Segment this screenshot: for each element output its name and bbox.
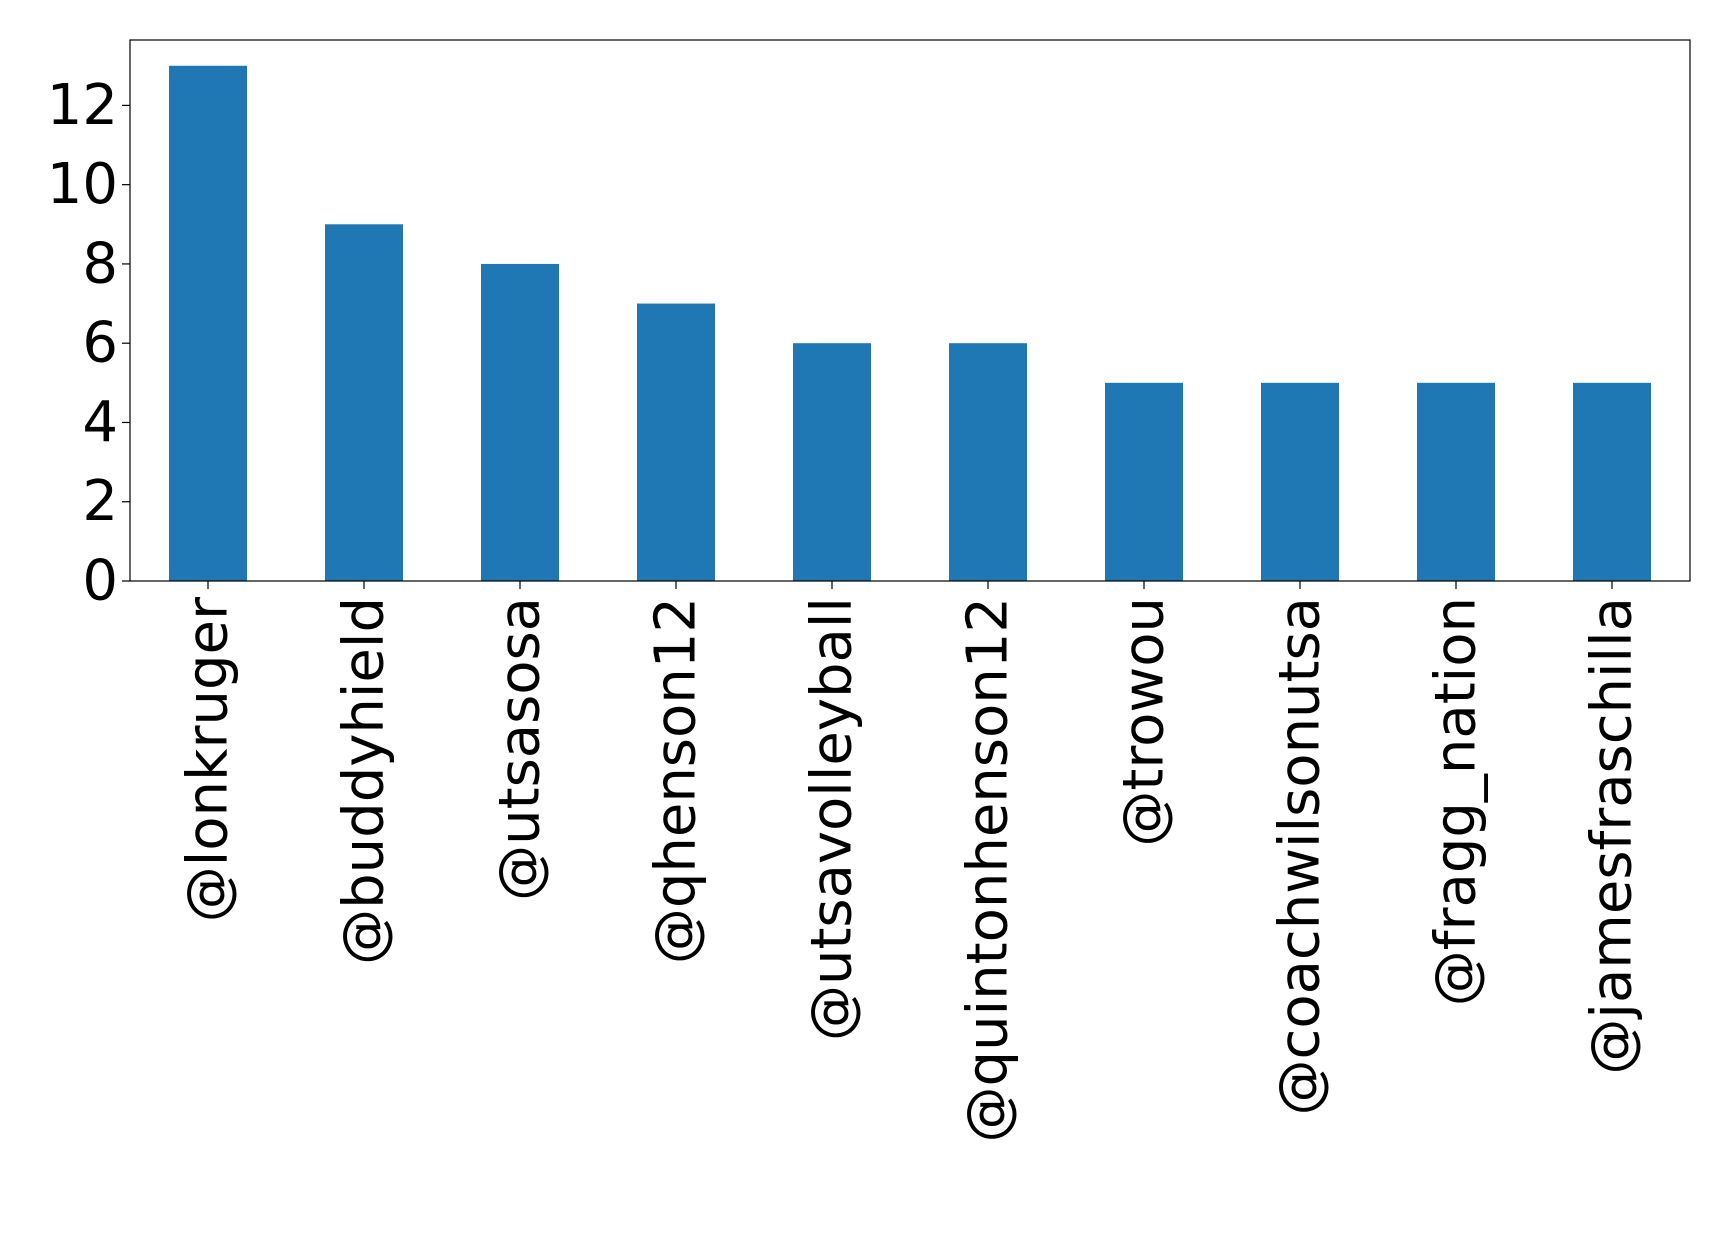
y-tick-label: 8 (82, 231, 118, 296)
bar-fragg-nation (1417, 382, 1495, 581)
x-tick-label: @coachwilsonutsa (1268, 597, 1333, 1115)
bar-utsasosa (481, 263, 559, 581)
x-axis: @lonkruger @buddyhield @utsasosa @qhenson12… (176, 581, 1645, 1142)
y-tick-label: 0 (82, 549, 118, 614)
y-tick-label: 6 (82, 311, 118, 376)
y-tick-label: 10 (47, 152, 118, 217)
y-axis: 0 2 4 6 8 10 12 (47, 73, 130, 614)
bars (169, 65, 1651, 582)
bar-quintonhenson12 (949, 343, 1027, 581)
x-tick-label: @trowou (1112, 597, 1177, 847)
x-tick-label: @quintonhenson12 (956, 597, 1021, 1142)
x-tick-label: @fragg_nation (1424, 597, 1489, 1006)
x-tick-label: @utsasosa (488, 597, 553, 901)
y-tick-label: 12 (47, 73, 118, 138)
bar-buddyhield (325, 224, 403, 582)
bar-utsavolleyball (793, 343, 871, 581)
bar-trowou (1105, 382, 1183, 581)
y-tick-label: 2 (82, 469, 118, 534)
x-tick-label: @qhenson12 (644, 597, 709, 964)
x-tick-label: @jamesfraschilla (1580, 597, 1645, 1075)
x-tick-label: @utsavolleyball (800, 597, 865, 1041)
y-tick-label: 4 (82, 390, 118, 455)
bar-lonkruger (169, 65, 247, 581)
bar-qhenson12 (637, 303, 715, 581)
x-tick-label: @buddyhield (332, 597, 397, 965)
plot-frame (129, 39, 1691, 582)
bar-coachwilsonutsa (1261, 382, 1339, 581)
x-tick-label: @lonkruger (176, 596, 241, 922)
bar-jamesfraschilla (1573, 382, 1651, 581)
